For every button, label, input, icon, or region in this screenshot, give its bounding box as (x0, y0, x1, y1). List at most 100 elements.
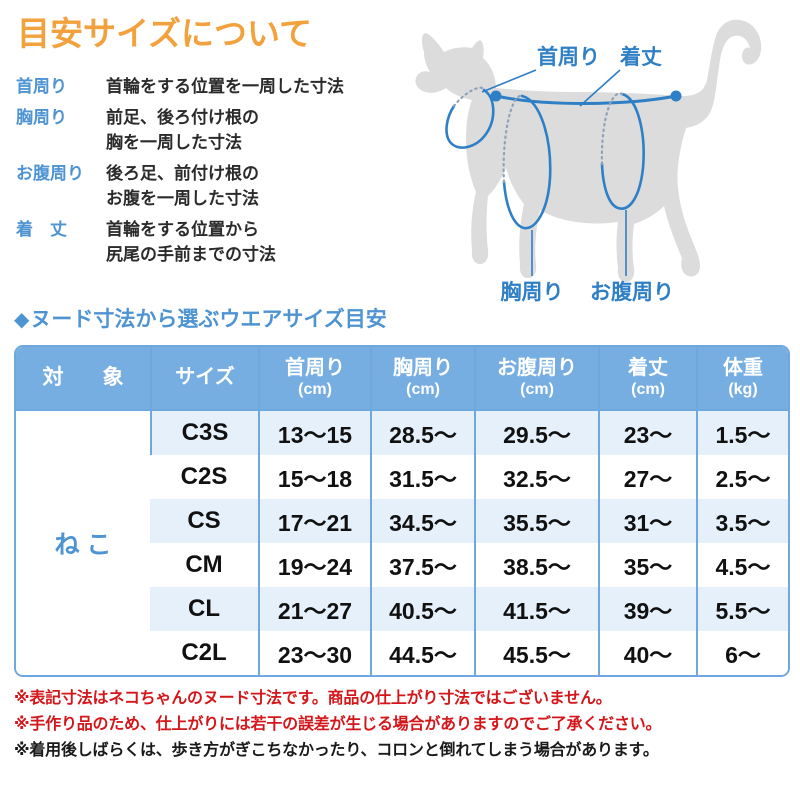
definition-desc-length-line1: 首輪をする位置から (106, 220, 259, 239)
neck-measure-ellipse (445, 86, 495, 149)
column-header-chest-label: 胸周り (393, 357, 453, 380)
footnotes: ※表記寸法はネコちゃんのヌード寸法です。商品の仕上がり寸法ではございません。 ※… (14, 686, 794, 764)
definition-row-neck: 首周り 首輪をする位置を一周した寸法 (16, 74, 416, 99)
cell-weight: 2.5〜 (696, 455, 788, 499)
column-header-belly-label: お腹周り (497, 357, 577, 380)
definition-desc-length: 首輪をする位置から 尻尾の手前までの寸法 (106, 217, 416, 267)
column-header-belly-unit: (cm) (520, 380, 554, 398)
cell-length: 23〜 (598, 411, 696, 455)
cell-weight: 1.5〜 (696, 411, 788, 455)
cell-length: 35〜 (598, 543, 696, 587)
cell-size: CM (150, 543, 258, 587)
cell-belly: 45.5〜 (474, 631, 598, 675)
table-row: ねこ C3S 13〜15 28.5〜 29.5〜 23〜 1.5〜 (16, 411, 788, 675)
cell-weight: 4.5〜 (696, 543, 788, 587)
page-title: 目安サイズについて (17, 15, 313, 52)
cell-neck: 15〜18 (258, 455, 370, 499)
cell-size: CS (150, 499, 258, 543)
cell-belly: 32.5〜 (474, 455, 598, 499)
footnote-nude-dimensions: ※表記寸法はネコちゃんのヌード寸法です。商品の仕上がり寸法ではございません。 (14, 690, 612, 707)
cell-neck: 23〜30 (258, 631, 370, 675)
column-header-neck: 首周り (cm) (258, 347, 370, 411)
cell-chest: 44.5〜 (370, 631, 474, 675)
cell-size: CL (150, 587, 258, 631)
cat-silhouette-icon (415, 19, 762, 282)
diagram-label-length: 着丈 (619, 45, 662, 69)
neck-leader-line (481, 69, 537, 93)
table-row: CM 19〜24 37.5〜 38.5〜 35〜 4.5〜 (16, 543, 788, 587)
column-header-weight-unit: (kg) (728, 380, 758, 398)
length-leader-line (579, 69, 621, 107)
column-header-size-label: サイズ (175, 366, 235, 389)
cell-belly: 29.5〜 (474, 411, 598, 455)
definition-desc-belly: 後ろ足、前付け根の お腹を一周した寸法 (106, 161, 416, 211)
column-header-chest: 胸周り (cm) (370, 347, 474, 411)
table-row: CL 21〜27 40.5〜 41.5〜 39〜 5.5〜 (16, 587, 788, 631)
column-header-length-unit: (cm) (631, 380, 665, 398)
cell-size: C2S (150, 455, 258, 499)
column-header-belly: お腹周り (cm) (474, 347, 598, 411)
cell-size: C3S (150, 411, 258, 455)
definition-term-belly: お腹周り (16, 164, 84, 183)
table-row: CS 17〜21 34.5〜 35.5〜 31〜 3.5〜 (16, 499, 788, 543)
column-header-weight: 体重 (kg) (696, 347, 788, 411)
target-cell-cat: ねこ (16, 411, 150, 675)
cell-weight: 6〜 (696, 631, 788, 675)
section-heading-text: ヌード寸法から選ぶウエアサイズ目安 (30, 308, 387, 331)
chest-measure-ellipse (502, 94, 552, 230)
cell-chest: 28.5〜 (370, 411, 474, 455)
definition-desc-neck: 首輪をする位置を一周した寸法 (106, 74, 416, 99)
definition-term-length: 着 丈 (16, 220, 67, 239)
measurement-definitions-list: 首周り 首輪をする位置を一周した寸法 胸周り 前足、後ろ付け根の 胸を一周した寸… (16, 74, 416, 273)
cell-size: C2L (150, 631, 258, 675)
length-endpoint-right (670, 90, 682, 102)
column-header-chest-unit: (cm) (406, 380, 440, 398)
definition-row-length: 着 丈 首輪をする位置から 尻尾の手前までの寸法 (16, 217, 416, 267)
column-header-length-label: 着丈 (628, 357, 668, 380)
diagram-label-belly: お腹周り (590, 280, 674, 304)
definition-desc-belly-line1: 後ろ足、前付け根の (106, 164, 259, 183)
size-table-container: 対 象 サイズ 首周り (cm) 胸周り (cm) お腹周り (cm) (14, 345, 790, 677)
cell-belly: 38.5〜 (474, 543, 598, 587)
cell-length: 27〜 (598, 455, 696, 499)
belly-measure-ellipse (600, 92, 645, 210)
cell-length: 31〜 (598, 499, 696, 543)
table-header-row: 対 象 サイズ 首周り (cm) 胸周り (cm) お腹周り (cm) (16, 347, 788, 411)
footnote-handmade-tolerance: ※手作り品のため、仕上がりには若干の誤差が生じる場合がありますのでご了承ください… (14, 716, 662, 733)
size-table: 対 象 サイズ 首周り (cm) 胸周り (cm) お腹周り (cm) (14, 345, 790, 677)
column-header-size: サイズ (150, 347, 258, 411)
diagram-leader-lines (481, 69, 627, 276)
column-header-neck-unit: (cm) (298, 380, 332, 398)
table-row: C2S 15〜18 31.5〜 32.5〜 27〜 2.5〜 (16, 455, 788, 499)
diagram-label-neck: 首周り (537, 45, 600, 69)
cell-length: 40〜 (598, 631, 696, 675)
length-measure-line (490, 90, 682, 105)
definition-desc-chest-line2: 胸を一周した寸法 (106, 133, 242, 152)
footnote-wearing-behavior: ※着用後しばらくは、歩き方がぎこちなかったり、コロンと倒れてしまう場合があります… (14, 742, 659, 759)
definition-desc-chest-line1: 前足、後ろ付け根の (106, 108, 259, 127)
column-header-weight-label: 体重 (723, 357, 763, 380)
column-header-neck-label: 首周り (285, 357, 345, 380)
cell-chest: 31.5〜 (370, 455, 474, 499)
table-row: C2L 23〜30 44.5〜 45.5〜 40〜 6〜 (16, 631, 788, 675)
column-header-length: 着丈 (cm) (598, 347, 696, 411)
cell-weight: 3.5〜 (696, 499, 788, 543)
definition-desc-belly-line2: お腹を一周した寸法 (106, 189, 259, 208)
definition-row-chest: 胸周り 前足、後ろ付け根の 胸を一周した寸法 (16, 105, 416, 155)
length-endpoint-left (490, 90, 502, 102)
diagram-label-chest: 胸周り (501, 280, 564, 304)
definition-desc-chest: 前足、後ろ付け根の 胸を一周した寸法 (106, 105, 416, 155)
column-header-target: 対 象 (16, 347, 150, 411)
section-heading: ◆ヌード寸法から選ぶウエアサイズ目安 (14, 308, 387, 331)
definition-term-chest: 胸周り (16, 108, 67, 127)
column-header-target-label: 対 象 (42, 365, 133, 389)
definition-term-neck: 首周り (16, 77, 67, 96)
cell-neck: 21〜27 (258, 587, 370, 631)
cell-neck: 19〜24 (258, 543, 370, 587)
cell-length: 39〜 (598, 587, 696, 631)
cell-chest: 40.5〜 (370, 587, 474, 631)
cell-belly: 35.5〜 (474, 499, 598, 543)
definition-desc-length-line2: 尻尾の手前までの寸法 (106, 245, 276, 264)
cell-chest: 34.5〜 (370, 499, 474, 543)
diamond-bullet-icon: ◆ (14, 309, 30, 331)
